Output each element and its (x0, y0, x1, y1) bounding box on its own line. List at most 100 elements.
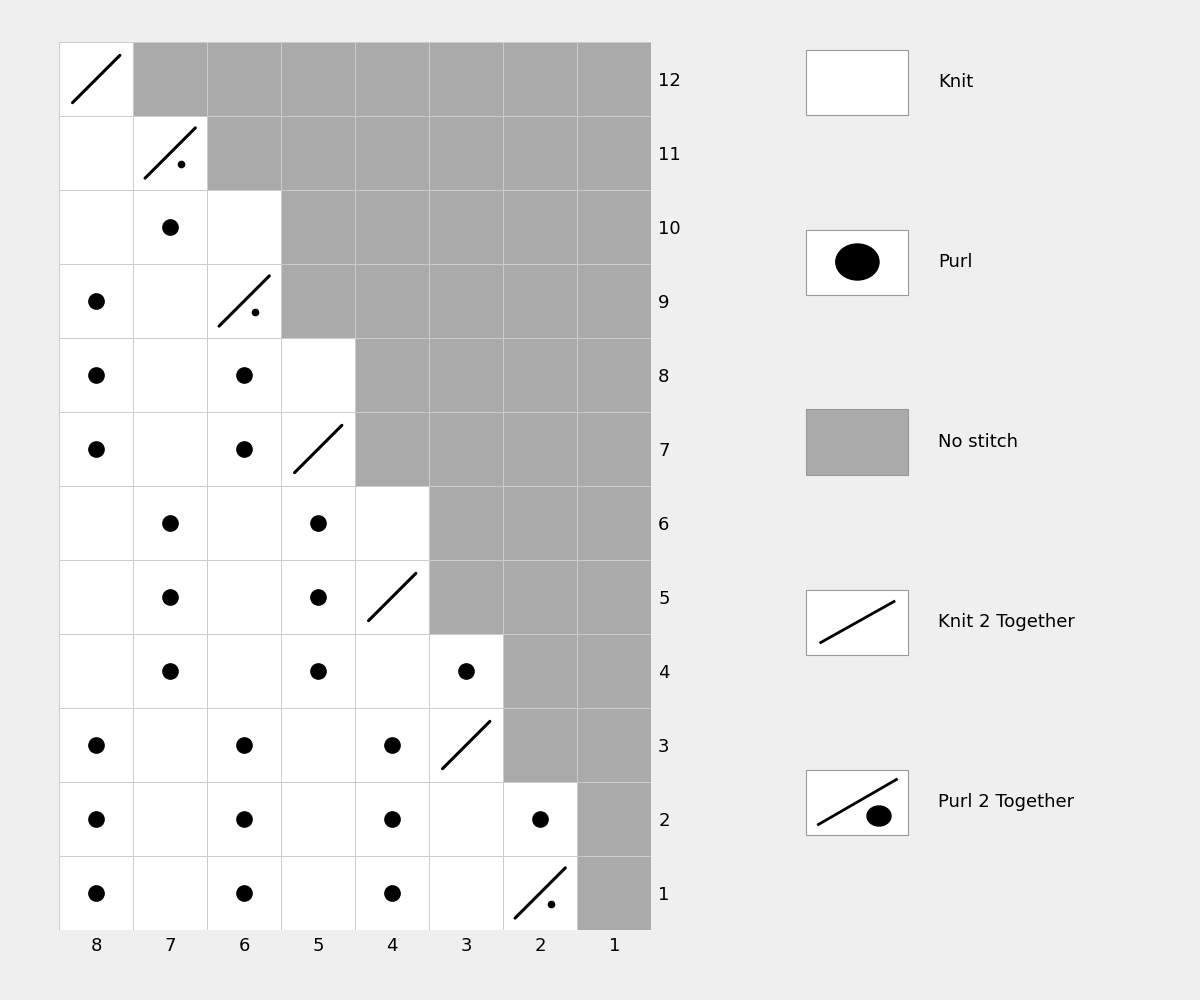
Text: Knit: Knit (938, 73, 973, 91)
Bar (133, 338, 208, 412)
Bar (577, 42, 652, 116)
Bar (208, 190, 281, 264)
Bar (355, 116, 430, 190)
Bar (355, 782, 430, 856)
Bar (281, 338, 355, 412)
Bar (281, 42, 355, 116)
Bar (208, 708, 281, 782)
Bar (208, 116, 281, 190)
Bar (133, 708, 208, 782)
Bar (355, 264, 430, 338)
Bar (133, 412, 208, 486)
Bar (208, 264, 281, 338)
Text: No stitch: No stitch (938, 433, 1019, 451)
Text: Knit 2 Together: Knit 2 Together (938, 613, 1075, 631)
Bar (281, 634, 355, 708)
Bar (577, 856, 652, 930)
Bar (430, 856, 503, 930)
Bar (59, 856, 133, 930)
Bar (281, 486, 355, 560)
Bar (430, 486, 503, 560)
Bar (208, 42, 281, 116)
Bar (503, 782, 577, 856)
Bar (281, 708, 355, 782)
Bar (503, 412, 577, 486)
Bar (59, 560, 133, 634)
Bar (503, 486, 577, 560)
Bar (430, 116, 503, 190)
Bar (577, 190, 652, 264)
Bar (59, 338, 133, 412)
Bar (355, 634, 430, 708)
Bar (208, 782, 281, 856)
Bar (133, 634, 208, 708)
Bar (355, 708, 430, 782)
Bar (430, 42, 503, 116)
Bar (281, 856, 355, 930)
Bar (208, 560, 281, 634)
Bar (208, 338, 281, 412)
Bar (208, 634, 281, 708)
Bar (577, 338, 652, 412)
Bar (355, 856, 430, 930)
Bar (577, 634, 652, 708)
Bar (430, 338, 503, 412)
Bar (208, 486, 281, 560)
Bar (577, 708, 652, 782)
Bar (577, 560, 652, 634)
Bar (59, 708, 133, 782)
Bar (281, 116, 355, 190)
Bar (59, 634, 133, 708)
Bar (503, 190, 577, 264)
Bar (503, 264, 577, 338)
Bar (355, 412, 430, 486)
Bar (59, 486, 133, 560)
Bar (430, 560, 503, 634)
Bar (503, 116, 577, 190)
Bar (355, 338, 430, 412)
Bar (281, 412, 355, 486)
Text: Purl 2 Together: Purl 2 Together (938, 793, 1074, 811)
Bar (133, 42, 208, 116)
Bar (355, 560, 430, 634)
Text: Purl: Purl (938, 253, 973, 271)
Bar (133, 116, 208, 190)
Bar (59, 190, 133, 264)
Bar (430, 412, 503, 486)
Bar (59, 116, 133, 190)
Bar (208, 412, 281, 486)
Bar (281, 190, 355, 264)
Bar (281, 560, 355, 634)
Bar (355, 42, 430, 116)
Bar (503, 708, 577, 782)
Bar (430, 708, 503, 782)
Bar (281, 782, 355, 856)
Bar (133, 264, 208, 338)
Bar (208, 856, 281, 930)
Bar (133, 486, 208, 560)
Bar (430, 264, 503, 338)
Bar (503, 42, 577, 116)
Bar (577, 116, 652, 190)
Bar (577, 264, 652, 338)
Bar (503, 856, 577, 930)
Bar (59, 264, 133, 338)
Bar (281, 264, 355, 338)
Bar (59, 412, 133, 486)
Bar (59, 782, 133, 856)
Bar (430, 634, 503, 708)
Bar (503, 338, 577, 412)
Bar (577, 486, 652, 560)
Bar (577, 782, 652, 856)
Bar (430, 190, 503, 264)
Bar (133, 190, 208, 264)
Bar (430, 782, 503, 856)
Bar (503, 634, 577, 708)
Bar (59, 42, 133, 116)
Bar (133, 856, 208, 930)
Bar (133, 782, 208, 856)
Bar (133, 560, 208, 634)
Bar (577, 412, 652, 486)
Bar (503, 560, 577, 634)
Bar (355, 190, 430, 264)
